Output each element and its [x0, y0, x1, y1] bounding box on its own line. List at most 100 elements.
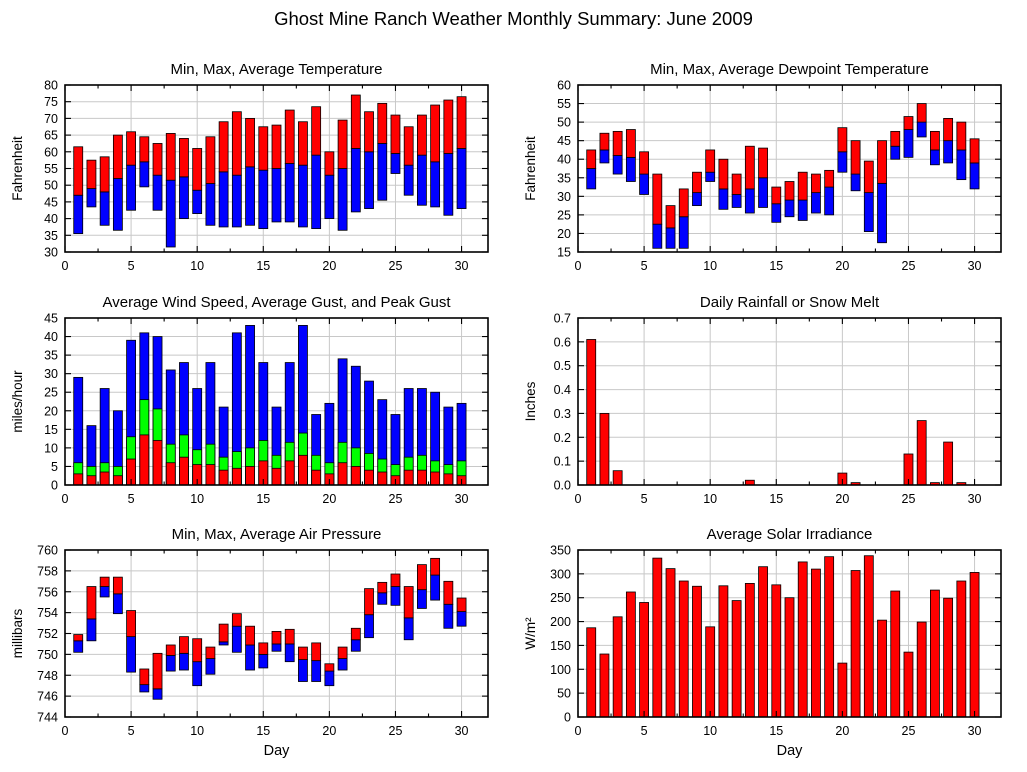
- min-to-avg-bar: [943, 140, 954, 164]
- average-wind-speed-bar: [284, 460, 295, 486]
- avg-to-max-bar: [99, 156, 110, 193]
- svg-text:25: 25: [902, 259, 916, 273]
- avg-to-max-bar: [311, 106, 322, 156]
- min-to-avg-bar: [126, 636, 136, 673]
- solar-bar: [678, 580, 689, 718]
- min-to-avg-bar: [718, 188, 729, 210]
- avg-to-max-bar: [139, 668, 150, 686]
- svg-text:30: 30: [455, 492, 469, 506]
- average-wind-speed-bar: [298, 454, 308, 486]
- svg-text:20: 20: [835, 259, 849, 273]
- svg-text:20: 20: [835, 492, 849, 506]
- svg-text:20: 20: [322, 492, 336, 506]
- avg-to-max-bar: [218, 623, 229, 643]
- avg-to-max-bar: [456, 597, 467, 612]
- svg-text:0: 0: [62, 259, 69, 273]
- min-to-avg-bar: [298, 659, 308, 682]
- y-axis-label: millibars: [10, 609, 25, 659]
- svg-text:20: 20: [557, 227, 571, 241]
- min-to-avg-bar: [126, 164, 136, 211]
- solar-bar: [731, 600, 742, 718]
- min-to-avg-bar: [678, 216, 689, 249]
- svg-text:15: 15: [769, 724, 783, 738]
- min-to-avg-bar: [456, 611, 467, 627]
- solar-bar: [652, 557, 663, 718]
- avg-to-max-bar: [443, 99, 454, 154]
- avg-to-max-bar: [784, 181, 795, 201]
- svg-text:10: 10: [44, 441, 58, 455]
- avg-to-max-bar: [377, 581, 388, 594]
- min-to-avg-bar: [86, 618, 97, 642]
- min-to-avg-bar: [665, 227, 676, 249]
- svg-text:30: 30: [44, 246, 58, 260]
- axis-ticks: [64, 84, 488, 253]
- dewpoint-chart-title: Min, Max, Average Dewpoint Temperature: [650, 61, 929, 78]
- svg-text:100: 100: [550, 663, 571, 677]
- avg-to-max-bar: [837, 127, 848, 153]
- solar-bar: [705, 626, 716, 718]
- avg-to-max-bar: [877, 140, 887, 184]
- min-to-avg-bar: [837, 151, 848, 173]
- min-to-avg-bar: [652, 223, 663, 249]
- svg-text:50: 50: [557, 116, 571, 130]
- temperature-bars: [73, 94, 467, 248]
- svg-text:0.7: 0.7: [554, 312, 571, 326]
- avg-to-max-bar: [165, 133, 176, 181]
- min-to-avg-bar: [139, 161, 150, 188]
- average-wind-speed-bar: [99, 471, 110, 486]
- average-wind-speed-bar: [112, 475, 123, 486]
- pressure-bars: [73, 557, 467, 700]
- min-to-avg-bar: [969, 162, 980, 190]
- avg-to-max-bar: [678, 188, 689, 218]
- solar-bar: [771, 584, 782, 718]
- solar-bar: [837, 662, 848, 718]
- average-wind-speed-bar: [139, 434, 150, 486]
- min-to-avg-bar: [192, 189, 203, 214]
- pressure-plot: 0 5 10 15 20 25 30 744 746 748 750 752 754 756 758 760 m…: [10, 544, 489, 759]
- svg-text:30: 30: [557, 190, 571, 204]
- avg-to-max-bar: [731, 173, 742, 195]
- average-wind-speed-bar: [430, 471, 441, 486]
- avg-to-max-bar: [850, 140, 861, 175]
- average-wind-speed-bar: [337, 462, 348, 486]
- average-wind-speed-bar: [152, 440, 163, 486]
- avg-to-max-bar: [324, 663, 335, 672]
- svg-text:20: 20: [322, 259, 336, 273]
- gridlines: [578, 318, 1001, 485]
- min-to-avg-bar: [271, 168, 282, 223]
- min-to-avg-bar: [890, 145, 901, 160]
- min-to-avg-bar: [139, 684, 150, 693]
- min-to-avg-bar: [350, 148, 361, 213]
- plot-border: [64, 317, 489, 486]
- temperature-chart: 0 5 10 15 20 25 30 30 35 40 45 50 55 60 65 70 75 80 Fahren…: [0, 60, 514, 305]
- solar-bar: [824, 556, 835, 718]
- average-wind-speed-bar: [245, 466, 255, 486]
- svg-text:55: 55: [557, 97, 571, 111]
- svg-text:35: 35: [44, 229, 58, 243]
- avg-to-max-bar: [705, 149, 716, 173]
- svg-text:45: 45: [44, 195, 58, 209]
- y-axis-label: Fahrenheit: [523, 136, 538, 201]
- dewpoint-plot: 0 5 10 15 20 25 30 15 20 25 30 35 40 45 50 55 60 Fahrenhe…: [523, 79, 1002, 273]
- average-wind-speed-bar: [165, 462, 176, 486]
- pressure-chart: 0 5 10 15 20 25 30 744 746 748 750 752 754 756 758 760 m…: [0, 525, 514, 770]
- avg-to-max-bar: [258, 642, 269, 655]
- avg-to-max-bar: [956, 121, 967, 151]
- svg-text:25: 25: [902, 724, 916, 738]
- min-to-avg-bar: [298, 164, 308, 228]
- svg-text:20: 20: [44, 404, 58, 418]
- avg-to-max-bar: [139, 136, 150, 163]
- min-to-avg-bar: [258, 169, 269, 230]
- svg-text:744: 744: [37, 711, 58, 725]
- min-to-avg-bar: [218, 641, 229, 646]
- svg-text:45: 45: [44, 312, 58, 326]
- y-axis-label: Inches: [523, 381, 538, 421]
- min-to-avg-bar: [390, 153, 401, 174]
- svg-text:300: 300: [550, 567, 571, 581]
- solar-bar: [930, 589, 940, 718]
- min-to-avg-bar: [284, 643, 295, 663]
- svg-text:20: 20: [322, 724, 336, 738]
- min-to-avg-bar: [179, 176, 189, 219]
- svg-text:0.3: 0.3: [554, 407, 571, 421]
